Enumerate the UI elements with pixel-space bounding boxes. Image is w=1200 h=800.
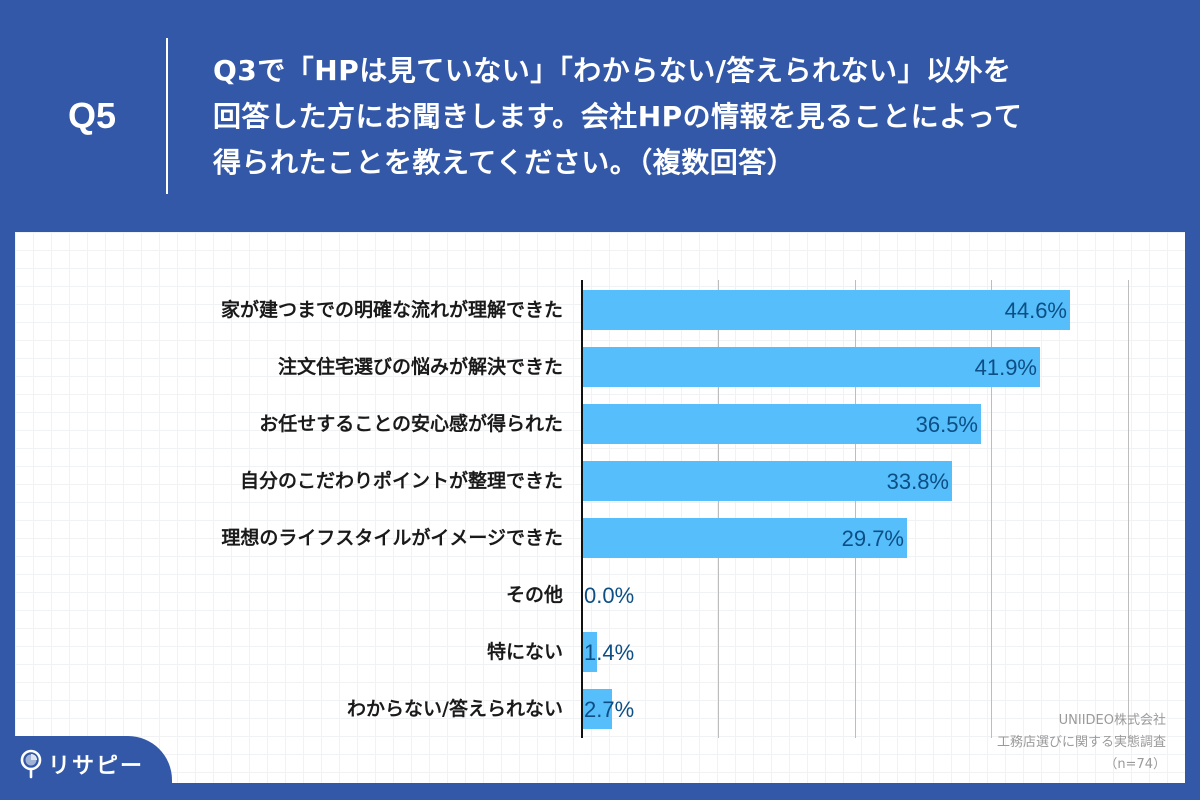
category-label: 特にない	[486, 641, 563, 663]
bar	[582, 404, 981, 444]
question-number: Q5	[67, 95, 117, 136]
value-label: 33.8%	[886, 469, 949, 494]
source-company: UNIIDEO株式会社	[1058, 713, 1166, 728]
bar-row: 自分のこだわりポイントが整理できた 33.8%	[0, 461, 1200, 501]
bar-row: わからない/答えられない 2.7%	[0, 689, 1200, 729]
bar-row: 家が建つまでの明確な流れが理解できた 44.6%	[0, 290, 1200, 330]
bar	[582, 347, 1040, 387]
logo-text: リサピー	[48, 754, 145, 779]
gridline	[718, 280, 719, 738]
category-label: 理想のライフスタイルがイメージできた	[221, 527, 563, 549]
category-label: 注文住宅選びの悩みが解決できた	[277, 356, 563, 378]
question-line-3: 得られたことを教えてください。（複数回答）	[213, 146, 796, 179]
brand-logo: リサピー	[20, 746, 144, 782]
gridline	[991, 280, 992, 738]
y-axis-line	[581, 280, 583, 738]
header: Q5 Q3で「HPは見ていない」「わからない/答えられない」以外を 回答した方に…	[0, 0, 1200, 232]
category-label: 自分のこだわりポイントが整理できた	[239, 470, 563, 492]
question-text: Q3で「HPは見ていない」「わからない/答えられない」以外を 回答した方にお聞き…	[213, 48, 1173, 186]
question-line-1: Q3で「HPは見ていない」「わからない/答えられない」以外を	[213, 54, 1012, 87]
header-divider	[166, 38, 168, 194]
category-label: わからない/答えられない	[347, 698, 563, 720]
bar-row: お任せすることの安心感が得られた 36.5%	[0, 404, 1200, 444]
value-label: 0.0%	[584, 583, 635, 608]
bar-row: その他 0.0%	[0, 575, 1200, 615]
gridline	[1128, 280, 1129, 738]
source-survey: 工務店選びに関する実態調査	[996, 735, 1166, 750]
bar	[582, 290, 1070, 330]
bar-row: 特にない 1.4%	[0, 632, 1200, 672]
bar	[582, 689, 612, 729]
source-note: UNIIDEO株式会社 工務店選びに関する実態調査 （n=74）	[997, 710, 1166, 776]
value-label: 1.4%	[584, 640, 635, 665]
category-label: お任せすることの安心感が得られた	[259, 413, 563, 435]
value-label: 44.6%	[1004, 298, 1067, 323]
source-sample: （n=74）	[1104, 757, 1166, 772]
value-label: 36.5%	[915, 412, 978, 437]
bar	[582, 632, 597, 672]
bar	[582, 461, 952, 501]
value-label: 41.9%	[974, 355, 1037, 380]
value-label: 2.7%	[584, 697, 635, 722]
category-label: 家が建つまでの明確な流れが理解できた	[220, 299, 563, 321]
bar-row: 注文住宅選びの悩みが解決できた 41.9%	[0, 347, 1200, 387]
gridline	[855, 280, 856, 738]
bar	[582, 518, 907, 558]
value-label: 29.7%	[841, 526, 904, 551]
bar-row: 理想のライフスタイルがイメージできた 29.7%	[0, 518, 1200, 558]
category-label: その他	[505, 584, 563, 606]
pin-icon	[20, 749, 42, 779]
question-line-2: 回答した方にお聞きします。会社HPの情報を見ることによって	[213, 100, 1023, 133]
